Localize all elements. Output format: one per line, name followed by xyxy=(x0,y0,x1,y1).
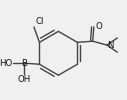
Text: OH: OH xyxy=(17,75,31,84)
Text: O: O xyxy=(96,22,102,32)
Text: B: B xyxy=(21,59,27,68)
Text: HO: HO xyxy=(0,59,13,68)
Text: Cl: Cl xyxy=(35,17,43,26)
Text: N: N xyxy=(107,41,114,50)
